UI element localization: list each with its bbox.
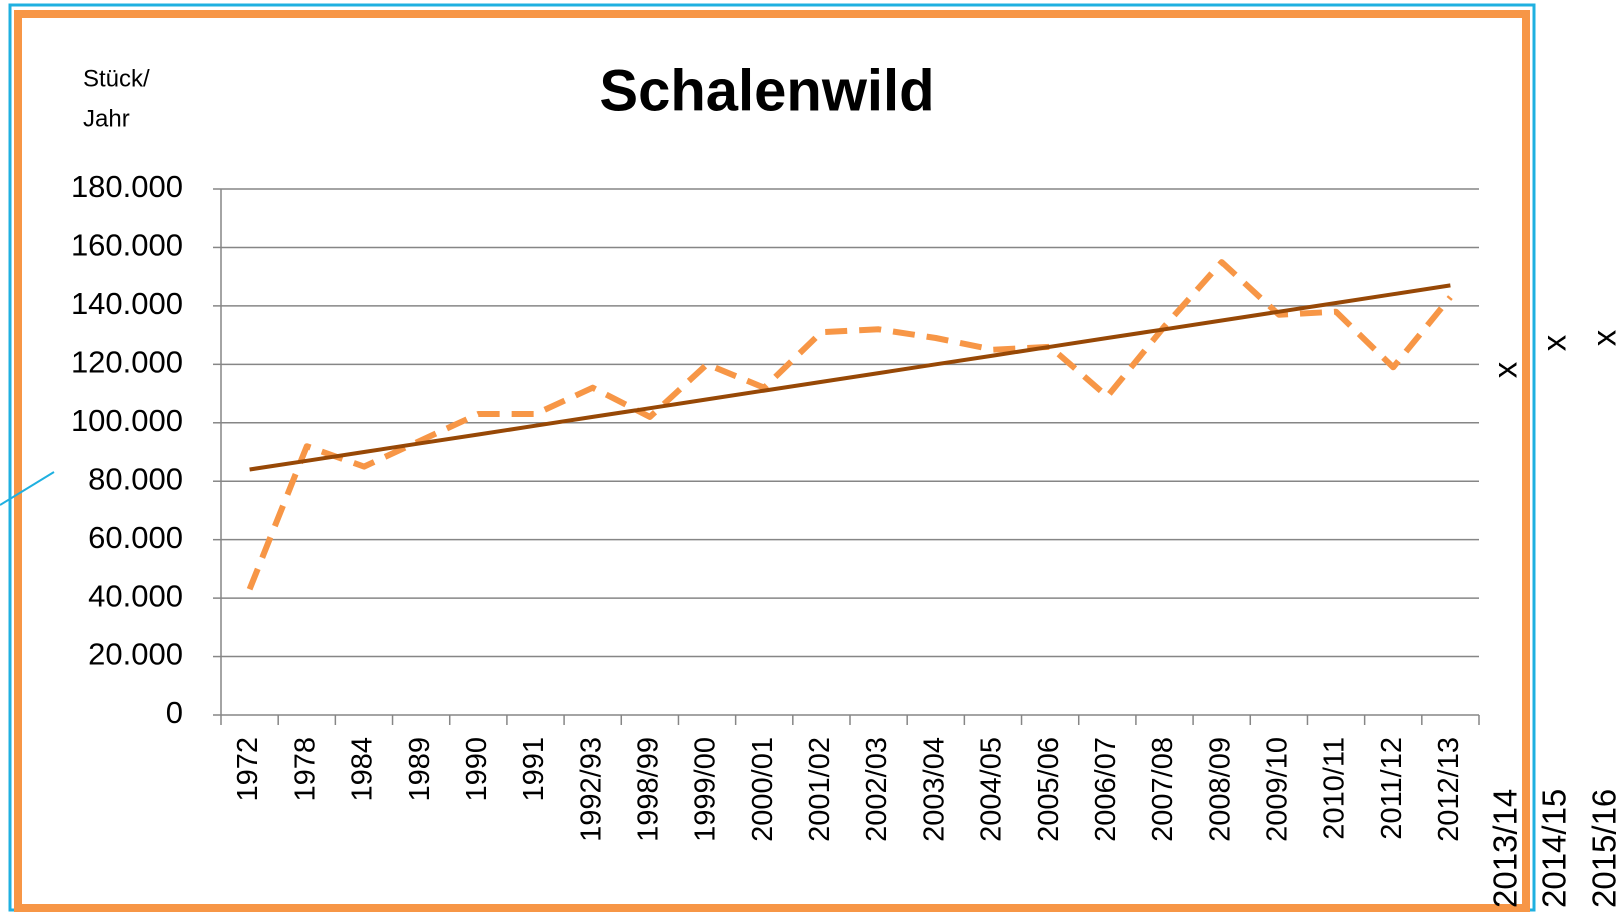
y-tick-label: 160.000 xyxy=(71,228,183,263)
x-tick-label: 1999/00 xyxy=(690,737,722,842)
x-tick-label: 1978 xyxy=(289,737,321,802)
x-tick-label: 2012/13 xyxy=(1433,737,1465,842)
x-tick-label: 2007/08 xyxy=(1147,737,1179,842)
x-tick-label: 1972 xyxy=(232,737,264,802)
x-tick-label: 2011/12 xyxy=(1376,737,1408,840)
y-tick-label: 40.000 xyxy=(88,578,183,613)
y-tick-label: 100.000 xyxy=(71,403,183,438)
x-tick-label: 2010/11 xyxy=(1319,737,1351,840)
x-tick-label: 1989 xyxy=(404,737,436,802)
x-tick-label: 2005/06 xyxy=(1033,737,1065,842)
extra-label: 2015/16 xyxy=(1586,789,1622,908)
y-tick-label: 140.000 xyxy=(71,286,183,321)
extra-label: 2014/15 xyxy=(1536,789,1573,908)
x-tick-label: 2006/07 xyxy=(1090,737,1122,842)
y-tick-label: 0 xyxy=(166,695,183,730)
x-tick-label: 1998/99 xyxy=(633,737,665,842)
connector-line xyxy=(0,471,55,506)
extra-label: 2013/14 xyxy=(1487,789,1524,908)
y-axis-label: Jahr xyxy=(83,105,130,132)
x-tick-label: 2001/02 xyxy=(804,737,836,842)
x-tick-label: 2003/04 xyxy=(918,737,950,842)
y-tick-label: 60.000 xyxy=(88,520,183,555)
x-tick-label: 1991 xyxy=(518,737,550,802)
y-tick-label: 20.000 xyxy=(88,637,183,672)
y-axis-label: Stück/ xyxy=(83,65,150,92)
x-tick-label: 2000/01 xyxy=(747,737,779,842)
x-tick-label: 2004/05 xyxy=(976,737,1008,842)
extra-mark: x xyxy=(1487,361,1524,378)
y-tick-label: 80.000 xyxy=(88,461,183,496)
trend-line xyxy=(249,283,1451,472)
x-tick-label: 1992/93 xyxy=(575,737,607,842)
x-tick-label: 2009/10 xyxy=(1262,737,1294,842)
y-tick-label: 180.000 xyxy=(71,169,183,204)
x-tick-label: 2002/03 xyxy=(861,737,893,842)
x-tick-label: 2008/09 xyxy=(1204,737,1236,842)
x-tick-label: 1990 xyxy=(461,737,493,802)
x-tick-label: 1984 xyxy=(347,737,379,802)
y-tick-label: 120.000 xyxy=(71,345,183,380)
chart-border xyxy=(14,10,1530,912)
data-line xyxy=(246,259,1453,591)
chart-title: Schalenwild xyxy=(599,58,934,123)
extra-mark: x xyxy=(1536,334,1573,351)
extra-mark: x xyxy=(1586,329,1622,346)
